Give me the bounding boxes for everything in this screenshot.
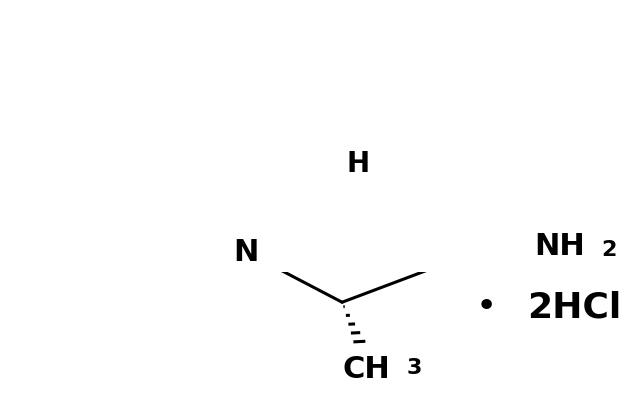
Text: N: N: [234, 238, 259, 267]
Text: CH: CH: [342, 355, 390, 384]
Polygon shape: [467, 252, 496, 258]
Text: 2: 2: [601, 240, 616, 260]
Text: H: H: [347, 150, 370, 178]
Text: 2HCl: 2HCl: [527, 290, 621, 324]
Text: 3: 3: [406, 358, 422, 378]
Text: NH: NH: [534, 232, 585, 261]
Text: •: •: [476, 290, 497, 324]
